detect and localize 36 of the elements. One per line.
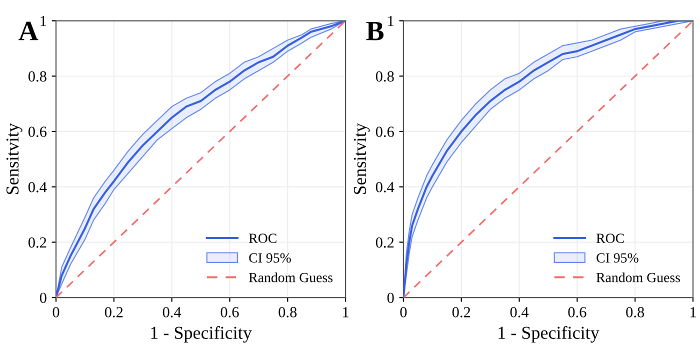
x-tick-label: 0 bbox=[52, 307, 60, 318]
x-tick-label: 1 bbox=[343, 307, 348, 318]
legend-label: CI 95% bbox=[596, 253, 638, 263]
x-tick-label: 0.8 bbox=[626, 307, 644, 318]
y-tick-label: 0.2 bbox=[28, 237, 46, 248]
y-tick-label: 0.6 bbox=[376, 126, 394, 137]
legend-label: ROC bbox=[596, 234, 624, 243]
legend-label: Random Guess bbox=[248, 272, 333, 282]
y-tick-label: 1 bbox=[40, 16, 46, 26]
x-tick-label: 0.6 bbox=[220, 307, 239, 318]
y-tick-label: 0.2 bbox=[376, 237, 394, 248]
y-tick-label: 0 bbox=[387, 292, 394, 304]
chart-title: B bbox=[366, 22, 384, 40]
x-tick-label: 0.6 bbox=[568, 307, 586, 318]
legend-label: CI 95% bbox=[249, 253, 291, 263]
x-tick-label: 0.4 bbox=[510, 307, 529, 318]
x-axis-title: 1 - Specificity bbox=[151, 326, 252, 343]
x-tick-label: 0.8 bbox=[278, 307, 297, 318]
y-tick-label: 1 bbox=[388, 16, 394, 26]
x-tick-label: 0.2 bbox=[104, 307, 123, 318]
legend-label: ROC bbox=[248, 234, 276, 243]
x-tick-label: 0.4 bbox=[162, 307, 182, 318]
x-axis-title: 1 - Specificity bbox=[498, 326, 600, 343]
y-tick-label: 0.8 bbox=[28, 71, 46, 82]
y-tick-label: 0.8 bbox=[376, 71, 394, 82]
legend-label: Random Guess bbox=[596, 272, 680, 282]
y-axis-title: Sensitvity bbox=[6, 123, 22, 194]
y-tick-label: 0.6 bbox=[28, 126, 47, 137]
y-tick-label: 0.4 bbox=[28, 182, 47, 192]
chart-title: A bbox=[18, 22, 38, 40]
x-tick-label: 0 bbox=[400, 307, 407, 318]
y-axis-title: Sensitvity bbox=[354, 123, 370, 194]
x-tick-label: 0.2 bbox=[452, 307, 470, 318]
y-tick-label: 0.4 bbox=[376, 182, 394, 192]
y-tick-label: 0 bbox=[40, 292, 46, 304]
x-tick-label: 1 bbox=[690, 307, 696, 318]
